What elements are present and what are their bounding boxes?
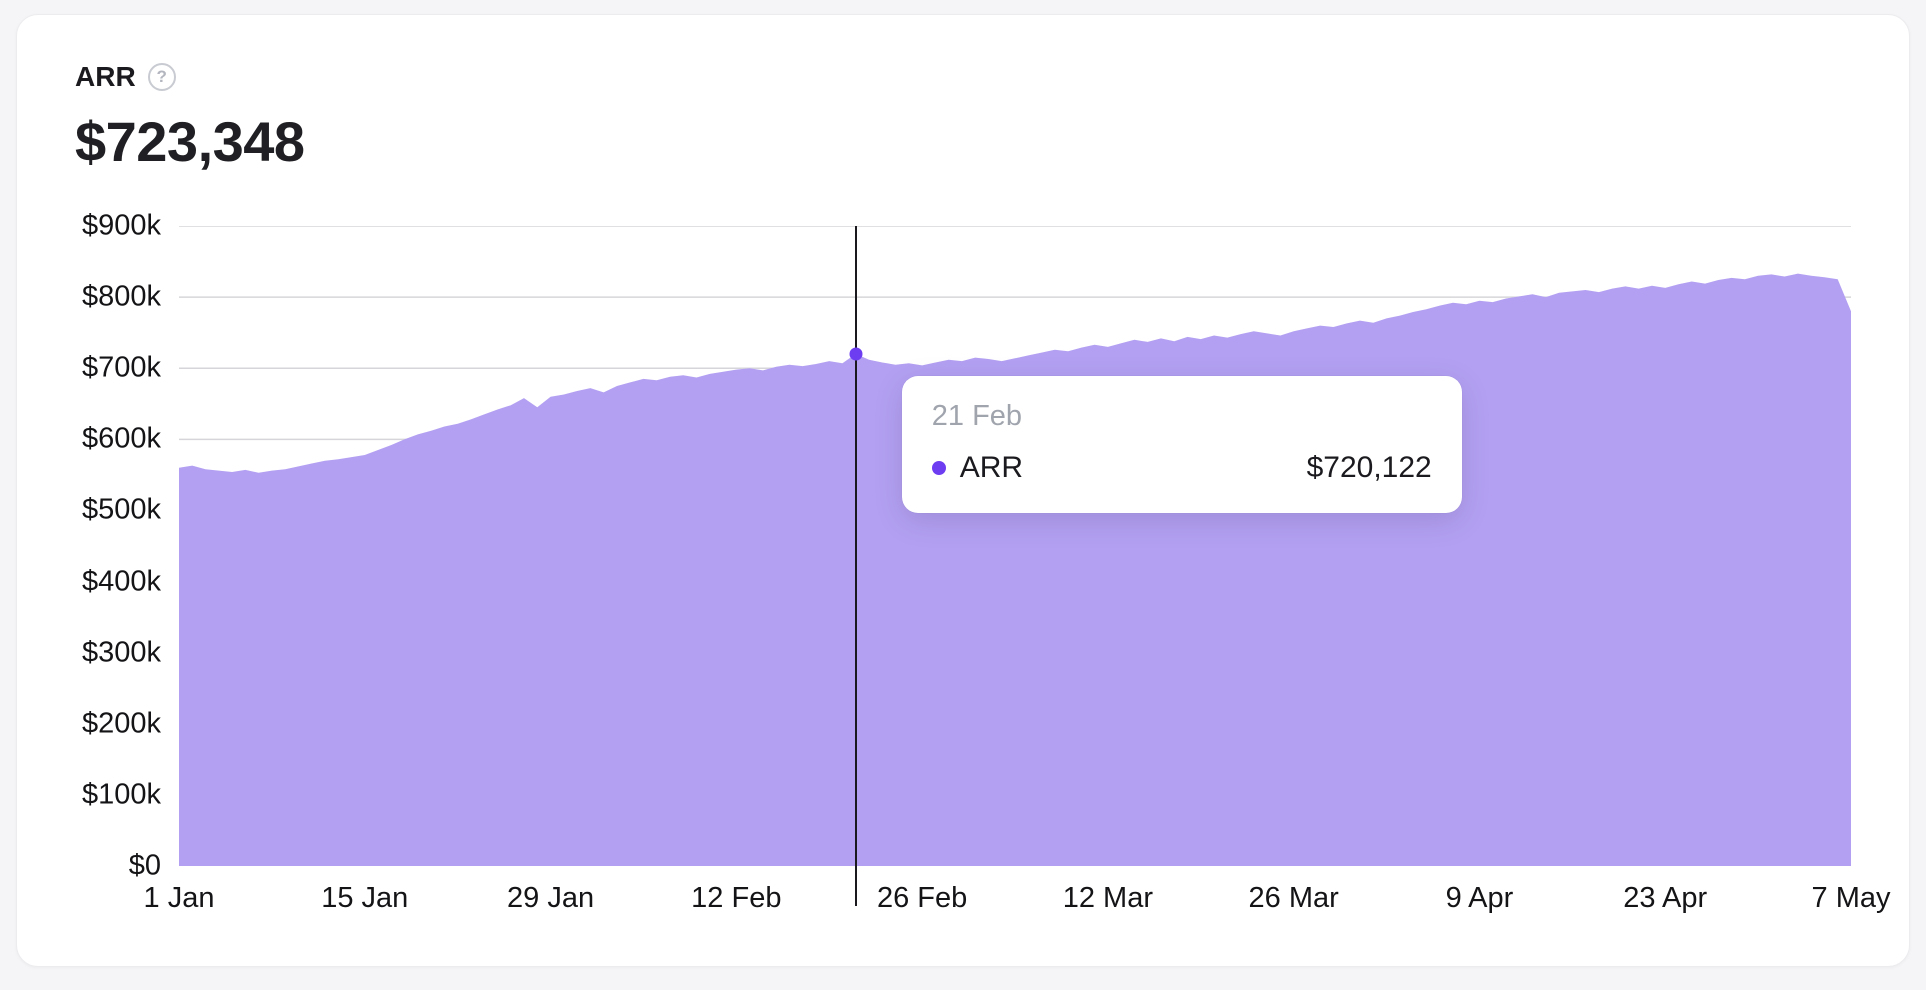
x-axis-label: 29 Jan [507, 882, 595, 914]
tooltip-series-row: ARR $720,122 [931, 451, 1432, 485]
x-axis-label: 23 Apr [1623, 882, 1708, 914]
crosshair-line [854, 226, 857, 906]
x-axis-label: 1 Jan [143, 882, 215, 914]
tooltip-value: $720,122 [1306, 451, 1432, 484]
card-header: ARR ? [75, 61, 1851, 93]
x-axis-label: 12 Mar [1062, 882, 1154, 914]
x-axis-label: 26 Mar [1248, 882, 1339, 914]
x-axis-label: 7 May [1811, 882, 1891, 914]
tooltip-date: 21 Feb [931, 400, 1023, 432]
x-axis-label: 12 Feb [691, 882, 782, 914]
y-axis-label: $500k [81, 493, 161, 526]
y-axis-label: $100k [81, 778, 161, 811]
y-axis-label: $200k [81, 707, 161, 740]
help-icon[interactable]: ? [147, 63, 176, 91]
y-axis-label: $400k [81, 565, 161, 598]
arr-card: ARR ? $723,348 21 Feb ARR $720,122 $0 $10… [16, 14, 1910, 967]
tooltip: 21 Feb ARR $720,122 [901, 376, 1462, 513]
help-icon-glyph: ? [156, 67, 167, 86]
area-chart-svg [179, 226, 1851, 866]
arr-value: $723,348 [75, 110, 305, 173]
y-axis-label: $600k [81, 422, 161, 455]
y-axis-label: $900k [81, 209, 161, 242]
arr-chart: 21 Feb ARR $720,122 $0 $100k $200k $300k $40… [75, 210, 1891, 928]
y-axis-label: $800k [81, 280, 161, 313]
plot-area[interactable]: 21 Feb ARR $720,122 $0 $100k $200k $300k $40… [82, 210, 1891, 915]
y-axis-label: $300k [81, 636, 161, 669]
chart-title: ARR [75, 61, 136, 92]
y-axis-label: $700k [81, 351, 161, 384]
x-axis-label: 26 Feb [876, 882, 968, 914]
x-axis-label: 15 Jan [321, 882, 409, 914]
y-axis-label: $0 [128, 849, 161, 882]
tooltip-series-dot-icon [931, 461, 946, 475]
tooltip-series-label: ARR [959, 451, 1024, 484]
highlight-dot [849, 347, 863, 361]
x-axis-label: 9 Apr [1445, 882, 1514, 914]
